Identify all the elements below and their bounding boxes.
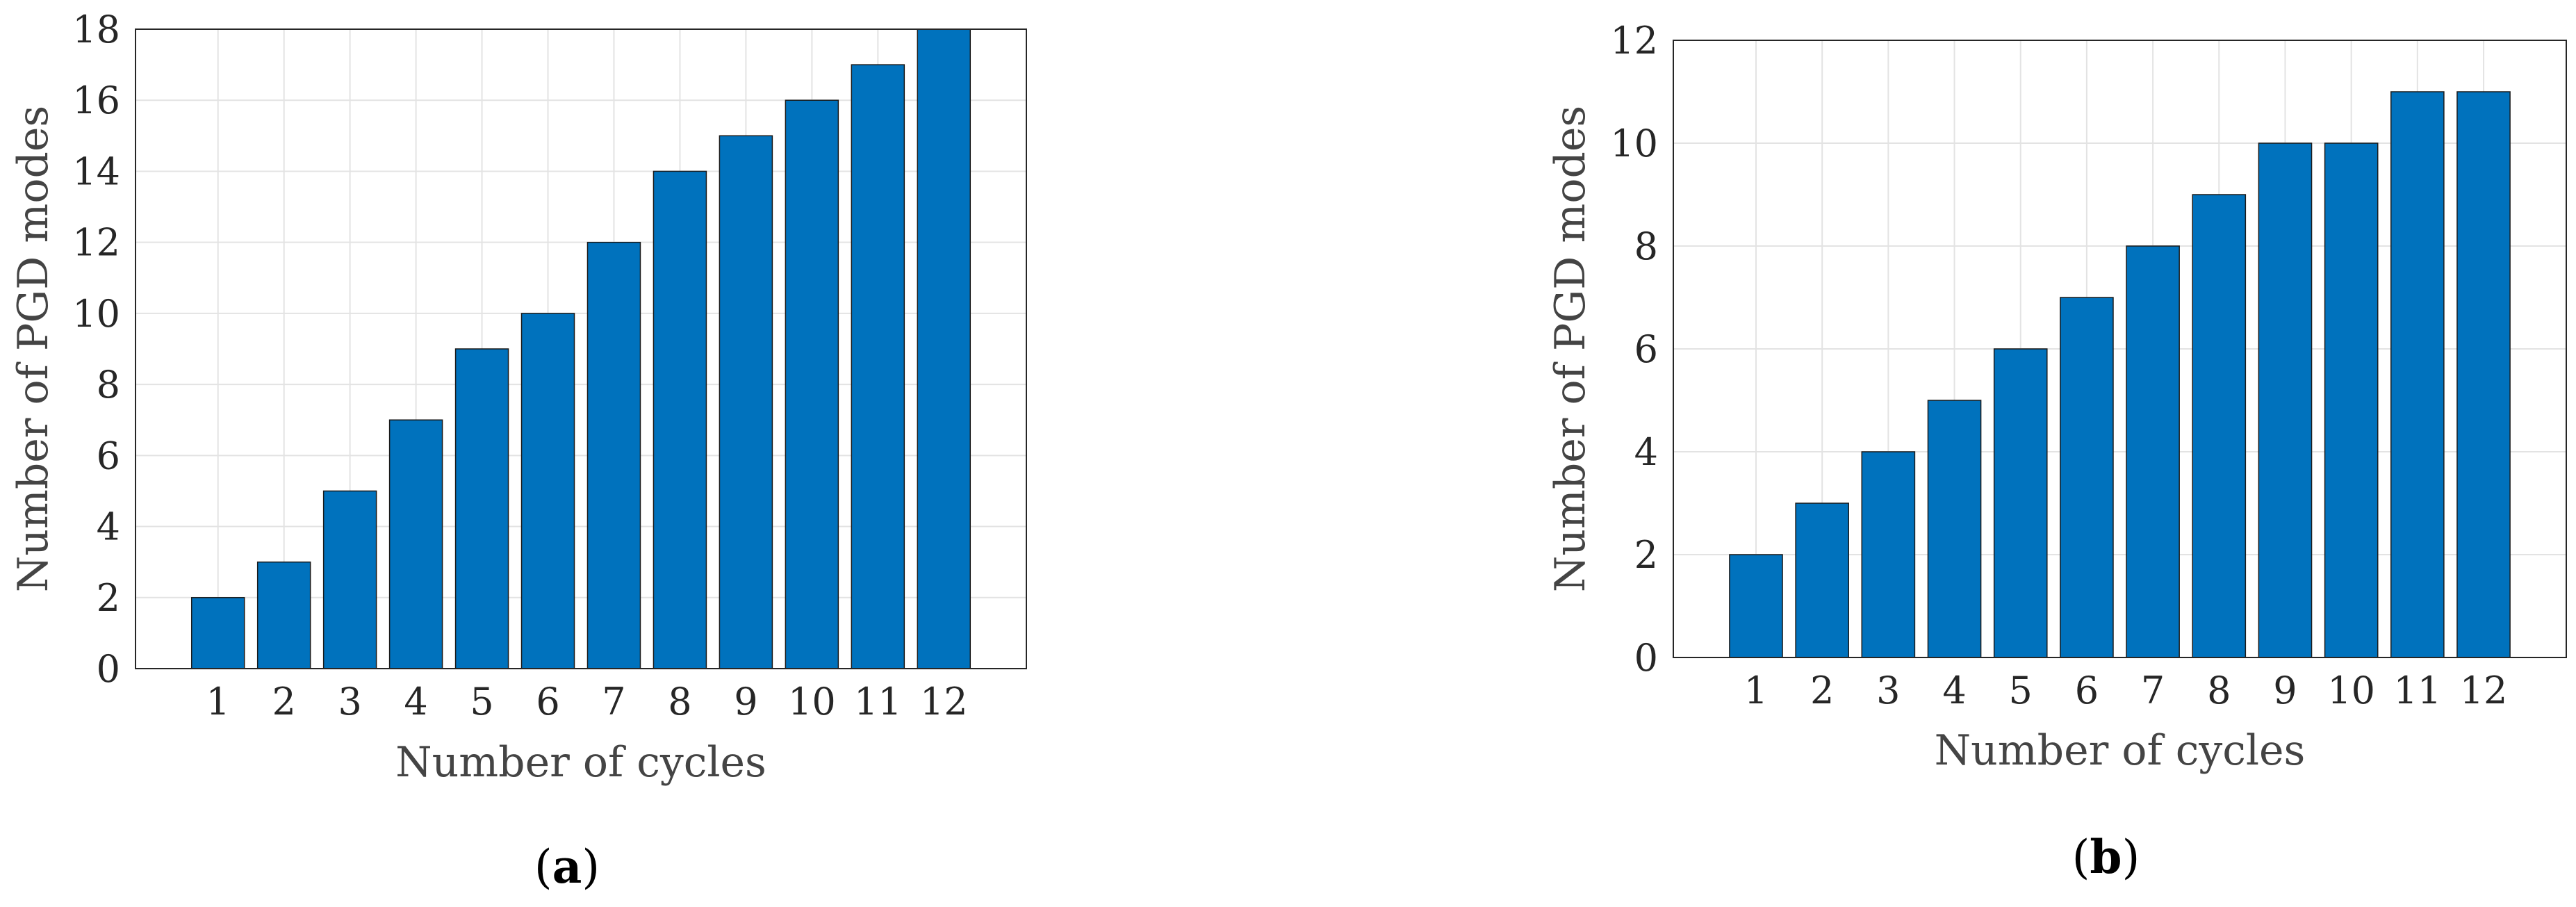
chart-a-bar-1 bbox=[190, 597, 245, 669]
chart-b-y-tick-label: 10 bbox=[1610, 122, 1658, 165]
chart-b-x-tick-label: 11 bbox=[2393, 669, 2441, 712]
chart-b-x-tick-label: 3 bbox=[1876, 669, 1900, 712]
chart-a-bar-8 bbox=[653, 170, 707, 669]
chart-a-x-tick-label: 4 bbox=[404, 680, 427, 724]
chart-a-x-tick-labels: 1 2 3 4 5 6 7 8 9 10 11 12 bbox=[206, 680, 968, 724]
chart-b-bar-3 bbox=[1861, 451, 1916, 658]
chart-a-panel-label-open: ( bbox=[534, 840, 552, 894]
chart-a-bar-3 bbox=[322, 490, 377, 669]
chart-a-bar-7 bbox=[586, 241, 641, 669]
chart-b-x-tick-label: 4 bbox=[1942, 669, 1966, 712]
chart-a-x-tick-label: 6 bbox=[536, 680, 559, 724]
chart-b-x-tick-label: 5 bbox=[2009, 669, 2033, 712]
chart-b-x-tick-label: 2 bbox=[1810, 669, 1834, 712]
chart-b-bar-4 bbox=[1927, 400, 1982, 658]
chart-b-x-tick-label: 12 bbox=[2460, 669, 2508, 712]
chart-a-bar-11 bbox=[851, 64, 905, 669]
chart-b-y-tick-label: 2 bbox=[1634, 533, 1658, 577]
chart-a-x-tick-label: 5 bbox=[470, 680, 493, 724]
chart-b-x-tick-label: 6 bbox=[2075, 669, 2099, 712]
chart-a-x-tick-label: 7 bbox=[602, 680, 625, 724]
chart-a-y-tick-label: 6 bbox=[97, 434, 120, 477]
chart-a-x-tick-label: 1 bbox=[206, 680, 230, 724]
chart-b-x-tick-label: 9 bbox=[2273, 669, 2297, 712]
chart-b-bar-6 bbox=[2060, 297, 2114, 658]
chart-a-y-tick-label: 10 bbox=[72, 292, 120, 336]
chart-a-x-tick-label: 11 bbox=[854, 680, 902, 724]
chart-a-y-tick-label: 2 bbox=[97, 576, 120, 620]
chart-a-x-tick-label: 2 bbox=[272, 680, 295, 724]
chart-a-x-axis-label: Number of cycles bbox=[395, 738, 766, 787]
chart-b-panel-label-close: ) bbox=[2122, 831, 2140, 884]
chart-b-bar-10 bbox=[2324, 142, 2379, 658]
chart-a-y-tick-label: 18 bbox=[72, 8, 120, 51]
chart-a-bars bbox=[190, 28, 971, 669]
chart-b-panel-label: (b) bbox=[2072, 830, 2140, 884]
chart-a-x-tick-label: 8 bbox=[668, 680, 691, 724]
chart-b-y-tick-label: 0 bbox=[1634, 636, 1658, 680]
chart-b-x-tick-label: 1 bbox=[1744, 669, 1768, 712]
chart-a-y-tick-label: 0 bbox=[97, 647, 120, 691]
chart-a-bar-12 bbox=[917, 28, 971, 669]
chart-b-y-tick-labels: 0 2 4 6 8 10 12 bbox=[1610, 19, 1658, 680]
chart-a-x-tick-label: 9 bbox=[734, 680, 757, 724]
chart-b-y-tick-label: 4 bbox=[1634, 430, 1658, 474]
chart-b-panel-label-open: ( bbox=[2072, 831, 2090, 884]
chart-a-y-tick-label: 8 bbox=[97, 363, 120, 407]
chart-a-x-tick-label: 10 bbox=[788, 680, 836, 724]
chart-a-bar-2 bbox=[256, 561, 311, 669]
chart-a-bar-6 bbox=[520, 313, 575, 669]
chart-a-panel-label-close: ) bbox=[582, 840, 600, 894]
chart-a-bar-10 bbox=[785, 99, 839, 669]
chart-b-bar-8 bbox=[2192, 194, 2247, 658]
chart-b-y-axis-label: Number of PGD modes bbox=[1546, 106, 1595, 592]
chart-b-bar-11 bbox=[2390, 91, 2445, 658]
chart-b-x-tick-label: 7 bbox=[2141, 669, 2165, 712]
chart-a-bar-5 bbox=[454, 348, 509, 669]
chart-a-bar-9 bbox=[719, 135, 773, 669]
chart-a-y-tick-labels: 0 2 4 6 8 10 12 14 16 18 bbox=[72, 8, 120, 691]
chart-b-bar-7 bbox=[2126, 245, 2180, 658]
chart-a-y-tick-label: 14 bbox=[72, 149, 120, 193]
chart-a-panel-letter: a bbox=[552, 840, 582, 894]
chart-b-bar-9 bbox=[2258, 142, 2313, 658]
chart-a-bar-4 bbox=[388, 419, 443, 669]
chart-a-y-axis-label: Number of PGD modes bbox=[9, 106, 58, 592]
chart-a-y-tick-label: 12 bbox=[72, 221, 120, 265]
chart-a-axes-box bbox=[135, 28, 1027, 669]
chart-b-y-tick-label: 6 bbox=[1634, 327, 1658, 371]
chart-a-y-tick-label: 16 bbox=[72, 79, 120, 122]
chart-b-y-tick-label: 12 bbox=[1610, 19, 1658, 63]
chart-b-x-axis-label: Number of cycles bbox=[1935, 726, 2306, 775]
chart-b-x-tick-label: 10 bbox=[2327, 669, 2375, 712]
chart-b-bar-12 bbox=[2456, 91, 2511, 658]
chart-b-panel-letter: b bbox=[2090, 830, 2122, 884]
chart-b-bar-1 bbox=[1729, 554, 1783, 658]
chart-a-y-tick-label: 4 bbox=[97, 505, 120, 549]
chart-b-y-tick-label: 8 bbox=[1634, 224, 1658, 268]
chart-b-bar-2 bbox=[1795, 502, 1849, 658]
chart-a-x-tick-label: 3 bbox=[338, 680, 361, 724]
chart-a-x-tick-label: 12 bbox=[920, 680, 968, 724]
chart-b-x-tick-labels: 1 2 3 4 5 6 7 8 9 10 11 12 bbox=[1744, 669, 2508, 712]
chart-b-axes-box bbox=[1673, 40, 2567, 658]
chart-b-bars bbox=[1729, 91, 2511, 658]
chart-b-bar-5 bbox=[1993, 348, 2048, 658]
chart-a-panel-label: (a) bbox=[534, 840, 600, 894]
chart-b-x-tick-label: 8 bbox=[2207, 669, 2231, 712]
